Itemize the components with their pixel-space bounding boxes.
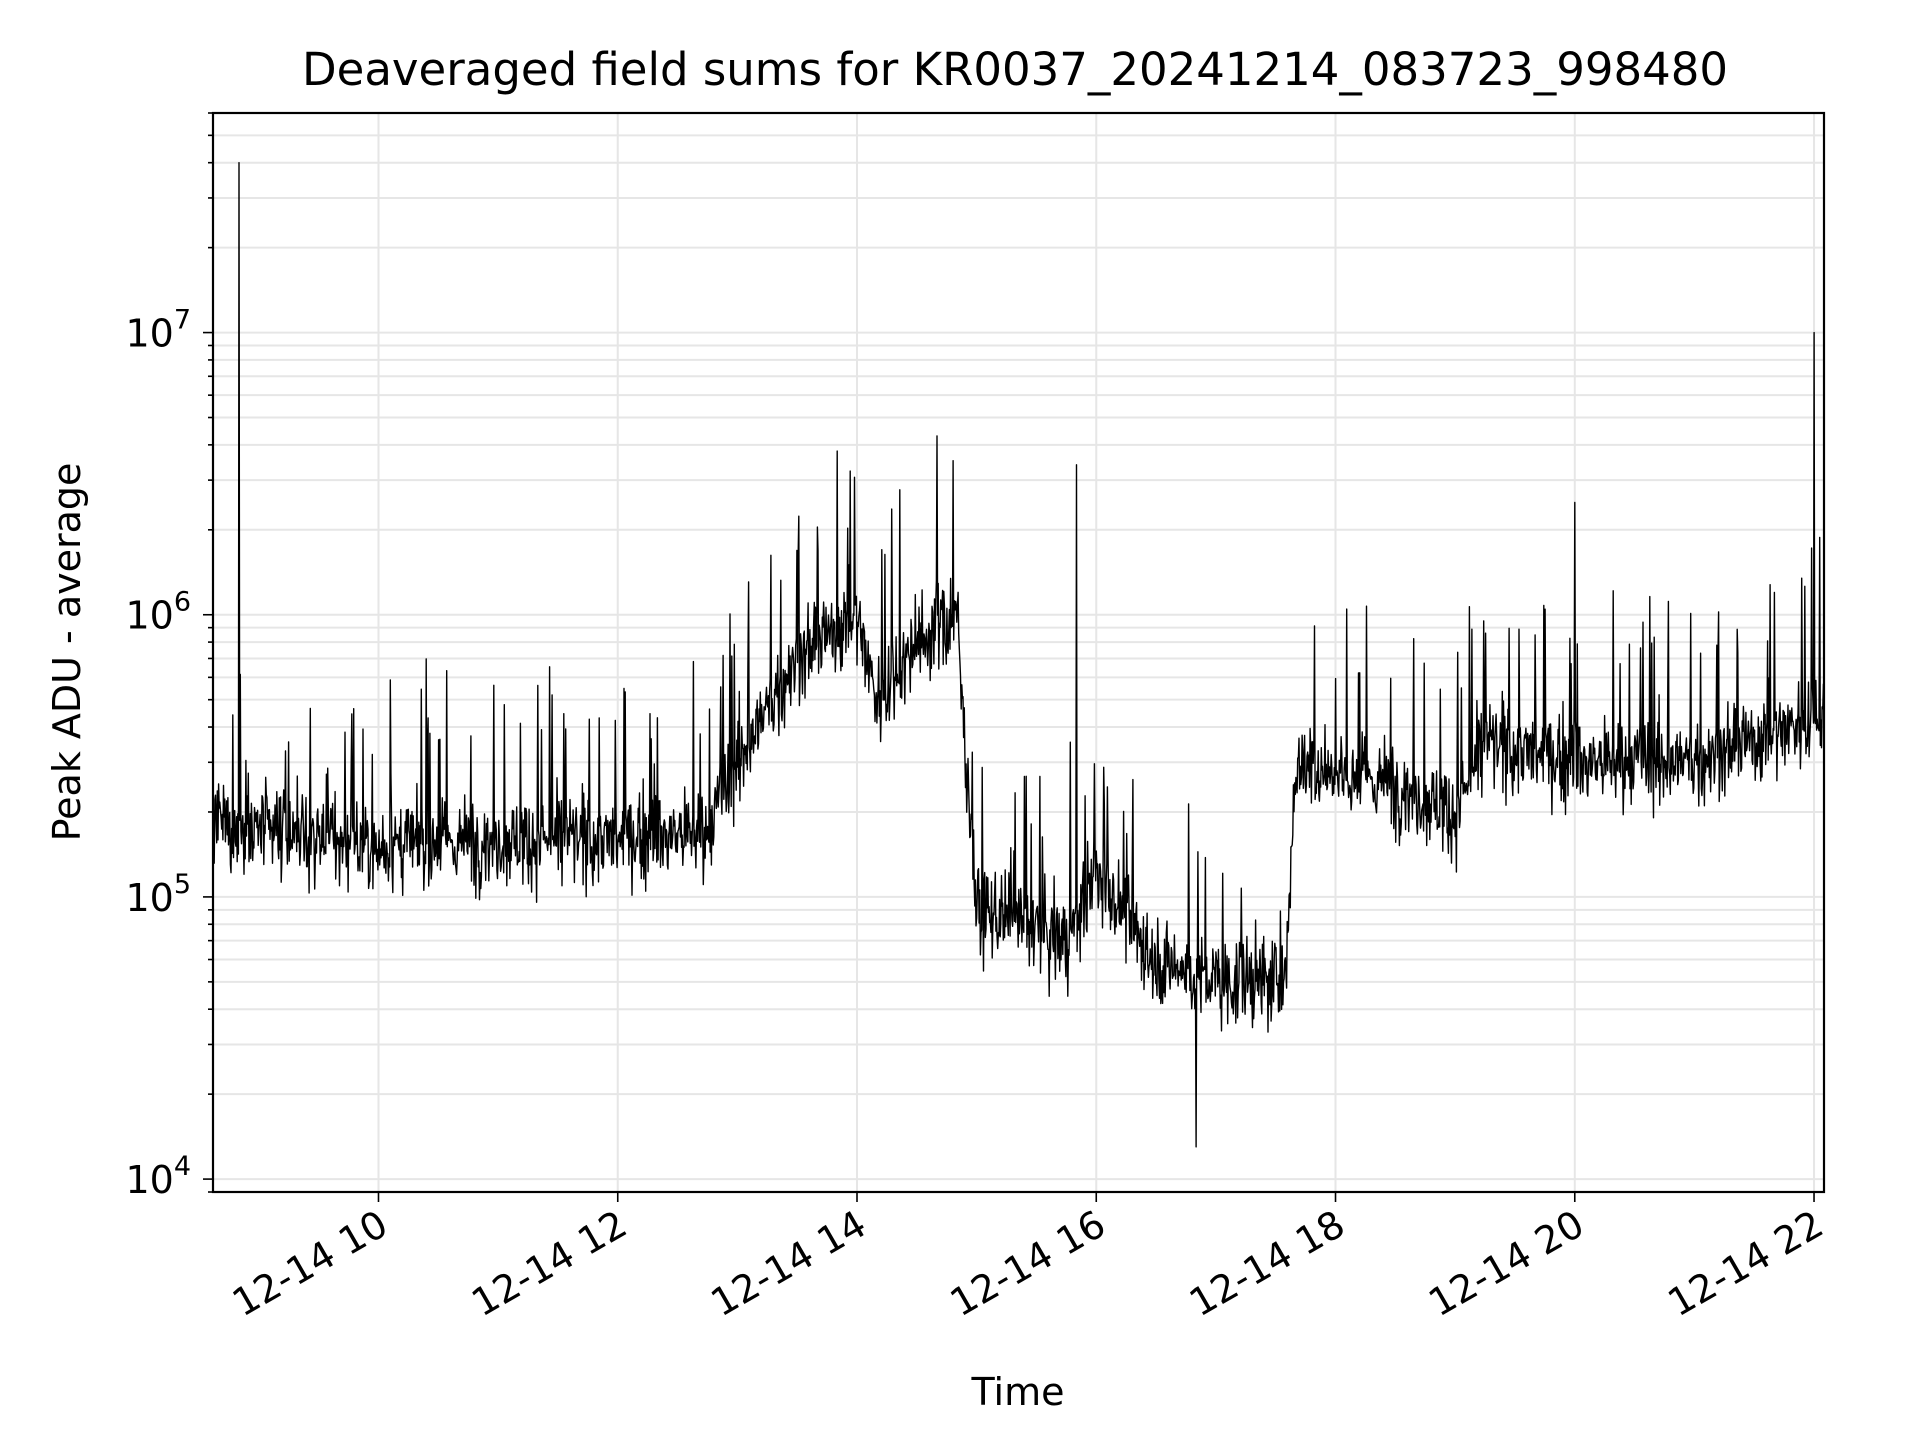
chart-title: Deaveraged field sums for KR0037_2024121… xyxy=(302,43,1728,96)
y-tick-base: 10 xyxy=(125,876,173,920)
series-layer xyxy=(212,162,1825,1148)
y-tick-base: 10 xyxy=(125,312,173,356)
y-tick-base: 10 xyxy=(125,1158,173,1202)
y-tick-label: 107 xyxy=(125,305,191,356)
plot-frame xyxy=(211,111,1826,1194)
y-tick-exponent: 4 xyxy=(174,1151,191,1182)
y-tick-label: 104 xyxy=(125,1151,191,1202)
y-tick-label: 105 xyxy=(125,869,191,920)
y-axis-label: Peak ADU - average xyxy=(45,463,89,842)
y-tick-exponent: 5 xyxy=(174,869,191,900)
series-line xyxy=(212,162,1825,1148)
y-tick-base: 10 xyxy=(125,594,173,638)
y-tick-exponent: 6 xyxy=(174,587,191,618)
y-tick-exponent: 7 xyxy=(174,305,191,336)
y-tick-label: 106 xyxy=(125,587,191,638)
x-axis-label: Time xyxy=(971,1370,1065,1414)
grid-layer xyxy=(213,112,1824,1193)
